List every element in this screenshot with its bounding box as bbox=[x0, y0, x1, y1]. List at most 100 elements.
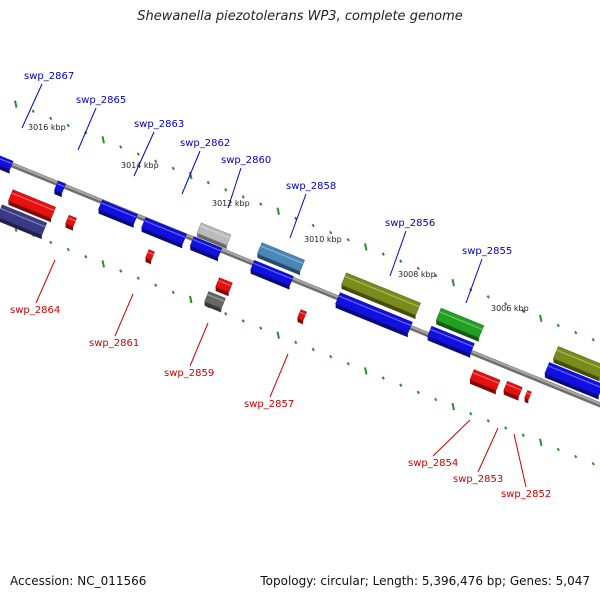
tick-mark bbox=[364, 367, 368, 375]
tick-mark bbox=[154, 159, 158, 164]
tick-mark bbox=[119, 269, 123, 273]
genome-summary-text: Topology: circular; Length: 5,396,476 bp… bbox=[260, 574, 590, 588]
tick-mark bbox=[241, 195, 245, 199]
gene-arrow-side bbox=[197, 233, 227, 250]
gene-label-top: swp_2865 bbox=[76, 95, 126, 106]
tick-mark bbox=[171, 290, 175, 295]
gene-arrow-side bbox=[190, 245, 218, 262]
tick-mark bbox=[521, 309, 525, 313]
gene-label-bottom: swp_2853 bbox=[453, 474, 503, 485]
tick-mark bbox=[311, 347, 315, 352]
gene-arrow-highlight bbox=[547, 365, 600, 388]
gene-arrow bbox=[0, 155, 14, 170]
leader-line bbox=[477, 427, 499, 473]
tick-mark bbox=[434, 273, 438, 278]
tick-mark bbox=[31, 109, 35, 114]
tick-mark bbox=[101, 136, 105, 144]
tick-mark bbox=[399, 259, 403, 263]
tick-mark bbox=[294, 216, 298, 221]
tick-mark bbox=[259, 326, 263, 330]
gene-arrow-side bbox=[544, 373, 599, 400]
gene-arrow-highlight bbox=[100, 202, 137, 218]
tick-mark bbox=[381, 376, 385, 380]
gene-arrow-highlight bbox=[299, 311, 306, 316]
gene-arrow-side bbox=[145, 258, 152, 265]
tick-mark bbox=[14, 100, 18, 108]
gene-label-bottom: swp_2857 bbox=[244, 399, 294, 410]
tick-mark bbox=[154, 283, 158, 288]
tick-mark bbox=[504, 426, 508, 430]
kbp-label: 3006 kbp bbox=[491, 304, 529, 313]
gene-arrow-highlight bbox=[0, 207, 46, 228]
tick-mark bbox=[171, 166, 175, 171]
gene-arrow-highlight bbox=[147, 251, 154, 256]
tick-mark bbox=[101, 260, 105, 268]
tick-mark bbox=[276, 207, 280, 215]
gene-arrow-side bbox=[341, 284, 416, 320]
gene-arrow bbox=[145, 249, 155, 261]
tick-mark bbox=[399, 383, 403, 387]
tick-mark bbox=[591, 337, 595, 342]
tick-mark bbox=[224, 312, 228, 316]
leader-line bbox=[465, 258, 483, 304]
tick-mark bbox=[364, 243, 368, 251]
tick-mark bbox=[416, 266, 420, 271]
tick-mark bbox=[469, 411, 473, 416]
tick-mark bbox=[119, 145, 123, 149]
leader-line bbox=[389, 230, 407, 277]
gene-label-bottom: swp_2854 bbox=[408, 458, 458, 469]
tick-mark bbox=[66, 123, 70, 128]
kbp-label: 3016 kbp bbox=[28, 123, 66, 132]
tick-mark bbox=[66, 247, 70, 252]
kbp-label: 3008 kbp bbox=[398, 270, 436, 279]
tick-mark bbox=[189, 295, 193, 304]
gene-arrow-side bbox=[141, 227, 183, 249]
gene-arrow-side bbox=[98, 209, 134, 228]
tick-marks bbox=[14, 100, 595, 466]
tick-mark bbox=[434, 397, 438, 402]
tick-mark bbox=[206, 180, 210, 185]
tick-mark bbox=[416, 390, 420, 395]
gene-arrow-highlight bbox=[260, 245, 304, 265]
gene-label-top: swp_2862 bbox=[180, 138, 230, 149]
leader-line bbox=[227, 167, 242, 209]
tick-mark bbox=[521, 433, 525, 437]
backbone-line bbox=[0, 157, 600, 405]
gene-arrow-side bbox=[65, 223, 74, 231]
leader-line bbox=[269, 353, 289, 398]
leader-line bbox=[181, 150, 201, 195]
gene-arrow-highlight bbox=[218, 279, 232, 287]
gene-arrow-highlight bbox=[439, 311, 483, 330]
map-title: Shewanella piezotolerans WP3, complete g… bbox=[137, 9, 463, 24]
tick-mark bbox=[346, 238, 350, 242]
gene-arrow bbox=[297, 309, 307, 321]
gene-label-top: swp_2867 bbox=[24, 71, 74, 82]
leader-line bbox=[21, 83, 43, 129]
tick-mark bbox=[539, 438, 543, 447]
tick-mark bbox=[259, 202, 263, 206]
tick-mark bbox=[224, 188, 228, 192]
gene-arrow-side bbox=[250, 269, 290, 290]
kbp-label: 3014 kbp bbox=[121, 161, 159, 170]
tick-mark bbox=[539, 314, 543, 323]
tick-mark bbox=[574, 330, 578, 335]
tick-mark bbox=[451, 278, 455, 287]
gene-arrow-highlight bbox=[338, 295, 412, 327]
leader-line bbox=[133, 131, 155, 177]
gene-arrow-highlight bbox=[526, 392, 531, 395]
backbone bbox=[0, 157, 600, 408]
gene-arrow-side bbox=[335, 303, 408, 338]
leader-line bbox=[35, 259, 56, 304]
gene-label-bottom: swp_2864 bbox=[10, 305, 60, 316]
gene-arrow-side bbox=[54, 190, 62, 198]
tick-mark bbox=[276, 331, 280, 339]
tick-mark bbox=[381, 252, 385, 256]
tick-mark bbox=[591, 461, 595, 466]
tick-mark bbox=[136, 276, 140, 280]
tick-mark bbox=[451, 402, 455, 411]
gene-arrow-highlight bbox=[144, 220, 186, 238]
accession-text: Accession: NC_011566 bbox=[10, 574, 147, 588]
tick-mark bbox=[136, 152, 140, 156]
gene-arrow-side bbox=[469, 379, 496, 395]
tick-mark bbox=[504, 302, 508, 306]
